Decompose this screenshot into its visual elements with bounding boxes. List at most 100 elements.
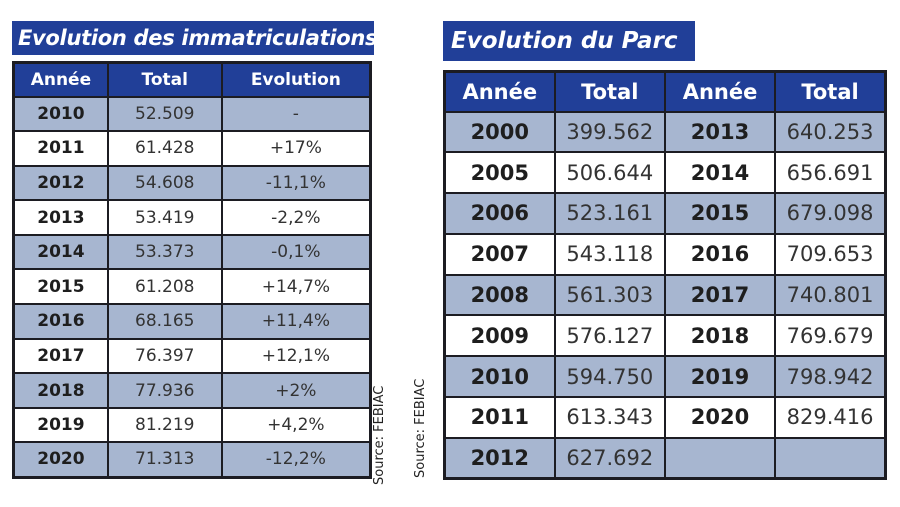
- year-cell: 2016: [663, 232, 777, 276]
- year-cell: 2018: [12, 372, 109, 409]
- year-cell: 2019: [12, 406, 109, 444]
- table-row: 2014 53.373 -0,1%: [12, 233, 372, 271]
- total-cell: 399.562: [553, 110, 666, 154]
- registrations-title: Evolution des immatriculations: [12, 21, 378, 55]
- year-cell: 2007: [443, 232, 556, 276]
- year-cell: 2008: [443, 273, 556, 317]
- total-cell: 640.253: [774, 110, 887, 154]
- column-header: Année: [12, 61, 109, 98]
- year-cell: 2017: [663, 273, 777, 317]
- year-cell: 2020: [12, 441, 109, 479]
- total-cell: 798.942: [774, 355, 887, 399]
- total-cell: 613.343: [553, 396, 666, 439]
- total-cell: 523.161: [553, 192, 666, 235]
- year-cell: 2011: [443, 396, 556, 439]
- evolution-cell: +14,7%: [220, 268, 372, 306]
- year-cell: 2012: [12, 164, 109, 202]
- total-cell: 68.165: [106, 303, 223, 340]
- column-header: Année: [663, 70, 777, 113]
- evolution-cell: +12,1%: [220, 337, 372, 375]
- total-cell: 53.373: [106, 233, 223, 271]
- year-cell: 2019: [663, 355, 777, 399]
- table-row: 2009 576.127 2018 769.679: [443, 314, 887, 358]
- year-cell: 2017: [12, 337, 109, 375]
- total-cell: 54.608: [106, 164, 223, 202]
- year-cell: 2012: [443, 436, 556, 480]
- evolution-cell: +17%: [220, 130, 372, 167]
- evolution-cell: -: [220, 95, 372, 133]
- evolution-cell: +4,2%: [220, 406, 372, 444]
- table-row: 2015 61.208 +14,7%: [12, 268, 372, 306]
- year-cell: 2014: [663, 151, 777, 195]
- total-cell: 576.127: [553, 314, 666, 358]
- table-row: 2000 399.562 2013 640.253: [443, 110, 887, 154]
- table-row: 2005 506.644 2014 656.691: [443, 151, 887, 195]
- column-header: Total: [553, 70, 666, 113]
- total-cell: [774, 436, 887, 480]
- column-header: Année: [443, 70, 556, 113]
- evolution-cell: +2%: [220, 372, 372, 409]
- year-cell: 2009: [443, 314, 556, 358]
- year-cell: 2005: [443, 151, 556, 195]
- total-cell: 709.653: [774, 232, 887, 276]
- year-cell: [663, 436, 777, 480]
- total-cell: 61.428: [106, 130, 223, 167]
- table-row: 2011 613.343 2020 829.416: [443, 396, 887, 439]
- evolution-cell: -12,2%: [220, 441, 372, 479]
- total-cell: 81.219: [106, 406, 223, 444]
- total-cell: 627.692: [553, 436, 666, 480]
- year-cell: 2000: [443, 110, 556, 154]
- table-row: 2018 77.936 +2%: [12, 372, 372, 409]
- year-cell: 2016: [12, 303, 109, 340]
- year-cell: 2010: [443, 355, 556, 399]
- total-cell: 52.509: [106, 95, 223, 133]
- evolution-cell: -11,1%: [220, 164, 372, 202]
- source-label: Source: FEBIAC: [413, 378, 428, 478]
- table-header-row: Année Total Année Total: [443, 70, 887, 113]
- table-row: 2012 54.608 -11,1%: [12, 164, 372, 202]
- year-cell: 2010: [12, 95, 109, 133]
- year-cell: 2020: [663, 396, 777, 439]
- year-cell: 2018: [663, 314, 777, 358]
- total-cell: 61.208: [106, 268, 223, 306]
- evolution-cell: +11,4%: [220, 303, 372, 340]
- table-row: 2020 71.313 -12,2%: [12, 441, 372, 479]
- year-cell: 2006: [443, 192, 556, 235]
- total-cell: 561.303: [553, 273, 666, 317]
- table-row: 2011 61.428 +17%: [12, 130, 372, 167]
- total-cell: 53.419: [106, 199, 223, 236]
- table-row: 2012 627.692: [443, 436, 887, 480]
- total-cell: 76.397: [106, 337, 223, 375]
- table-row: 2007 543.118 2016 709.653: [443, 232, 887, 276]
- table-row: 2006 523.161 2015 679.098: [443, 192, 887, 235]
- column-header: Total: [774, 70, 887, 113]
- year-cell: 2013: [663, 110, 777, 154]
- column-header: Evolution: [220, 61, 372, 98]
- year-cell: 2015: [12, 268, 109, 306]
- year-cell: 2011: [12, 130, 109, 167]
- total-cell: 656.691: [774, 151, 887, 195]
- table-header-row: Année Total Evolution: [12, 61, 372, 98]
- registrations-table: Année Total Evolution 2010 52.509-2011 61.42…: [12, 61, 372, 479]
- column-header: Total: [106, 61, 223, 98]
- total-cell: 769.679: [774, 314, 887, 358]
- fleet-table: Année Total Année Total 2000 399.562 2013 640.…: [443, 70, 887, 481]
- total-cell: 740.801: [774, 273, 887, 317]
- source-label: Source: FEBIAC: [372, 385, 387, 485]
- total-cell: 71.313: [106, 441, 223, 479]
- fleet-title: Evolution du Parc: [443, 21, 695, 61]
- evolution-cell: -0,1%: [220, 233, 372, 271]
- total-cell: 506.644: [553, 151, 666, 195]
- year-cell: 2015: [663, 192, 777, 235]
- evolution-cell: -2,2%: [220, 199, 372, 236]
- total-cell: 829.416: [774, 396, 887, 439]
- table-row: 2010 52.509-: [12, 95, 372, 133]
- table-row: 2016 68.165 +11,4%: [12, 303, 372, 340]
- table-row: 2008 561.303 2017 740.801: [443, 273, 887, 317]
- table-row: 2013 53.419 -2,2%: [12, 199, 372, 236]
- total-cell: 679.098: [774, 192, 887, 235]
- year-cell: 2014: [12, 233, 109, 271]
- table-row: 2019 81.219 +4,2%: [12, 406, 372, 444]
- table-row: 2010 594.750 2019 798.942: [443, 355, 887, 399]
- table-row: 2017 76.397 +12,1%: [12, 337, 372, 375]
